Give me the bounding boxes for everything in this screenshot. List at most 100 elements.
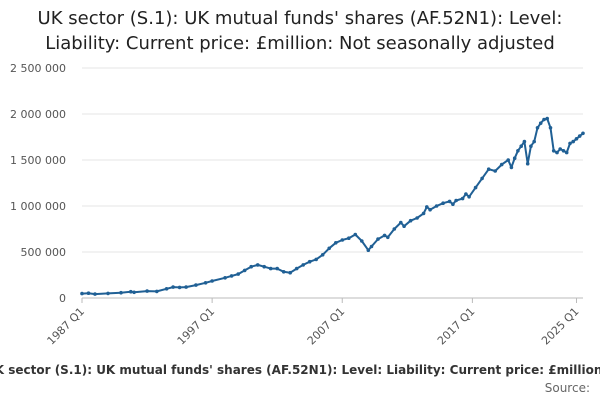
data-point: [525, 161, 530, 166]
data-point: [80, 291, 84, 296]
data-point: [236, 272, 240, 276]
y-tick-label: 2 500 000: [10, 62, 66, 75]
data-point: [473, 185, 478, 190]
legend-label: UK sector (S.1): UK mutual funds' shares…: [0, 363, 600, 377]
data-point: [486, 167, 491, 171]
data-point: [268, 266, 273, 271]
data-point: [447, 199, 452, 204]
data-point: [519, 144, 523, 148]
data-point: [275, 266, 280, 271]
chart-title-line-2: Liability: Current price: £million: Not …: [45, 33, 555, 54]
data-point: [399, 220, 403, 225]
data-point: [467, 195, 471, 199]
data-point: [155, 289, 159, 294]
data-point: [499, 162, 504, 167]
data-point: [184, 285, 188, 289]
data-point: [522, 139, 527, 144]
data-point: [392, 227, 397, 231]
gridlines: [82, 67, 583, 299]
data-point: [376, 237, 380, 241]
data-point: [532, 139, 536, 144]
data-point: [561, 149, 566, 153]
data-point: [454, 198, 458, 203]
data-point: [86, 291, 91, 296]
data-point: [542, 117, 546, 122]
data-point: [535, 126, 540, 130]
data-point: [512, 156, 517, 160]
data-point: [538, 121, 543, 125]
series-line: [81, 117, 584, 296]
y-tick-label: 1 500 000: [10, 154, 66, 167]
data-point: [548, 126, 553, 130]
data-point: [480, 176, 484, 181]
data-point: [464, 192, 468, 196]
data-point: [558, 147, 562, 151]
data-point: [177, 285, 182, 290]
data-point: [145, 289, 149, 293]
y-tick-label: 1 000 000: [10, 200, 66, 213]
data-point: [571, 139, 575, 144]
data-point: [320, 253, 325, 257]
data-point: [281, 270, 286, 274]
data-point: [564, 150, 569, 155]
data-point: [451, 202, 455, 206]
data-point: [360, 239, 364, 243]
x-tick-label: 2007 Q1: [305, 305, 348, 348]
data-point: [93, 292, 97, 296]
source-label: Source:: [544, 381, 590, 395]
data-point: [353, 232, 358, 237]
x-tick-label: 1997 Q1: [175, 305, 218, 348]
data-point: [408, 218, 413, 223]
data-point: [340, 238, 345, 242]
data-point: [132, 290, 136, 295]
data-point: [255, 263, 260, 267]
data-point: [119, 290, 123, 295]
series-layer: [80, 116, 585, 296]
data-point: [301, 263, 306, 267]
data-point: [203, 281, 208, 285]
data-point: [493, 169, 498, 173]
data-point: [249, 264, 253, 269]
data-point: [223, 276, 227, 280]
data-point: [555, 150, 559, 155]
data-point: [428, 207, 432, 212]
data-point: [347, 236, 351, 240]
data-point: [229, 274, 234, 278]
y-tick-label: 500 000: [21, 246, 67, 259]
data-point: [577, 134, 582, 138]
data-point: [551, 149, 556, 153]
x-tick-label: 1987 Q1: [45, 305, 88, 348]
data-point: [294, 266, 299, 271]
data-point: [506, 158, 511, 162]
x-tick-label: 2025 Q1: [539, 305, 582, 348]
data-point: [334, 241, 338, 245]
data-point: [421, 211, 426, 216]
data-point: [262, 264, 267, 269]
data-point: [106, 291, 110, 296]
data-point: [545, 116, 549, 121]
data-point: [568, 141, 572, 146]
legend: UK sector (S.1): UK mutual funds' shares…: [0, 363, 600, 381]
data-point: [386, 235, 390, 240]
data-point: [366, 248, 371, 252]
data-point: [171, 285, 175, 289]
data-point: [307, 259, 312, 264]
data-point: [574, 137, 579, 141]
data-point: [129, 289, 133, 294]
data-point: [441, 201, 445, 205]
x-tick-label: 2017 Q1: [435, 305, 478, 348]
data-point: [529, 144, 533, 148]
data-point: [242, 268, 247, 273]
data-point: [581, 131, 585, 136]
data-point: [327, 246, 332, 251]
data-point: [425, 205, 429, 209]
y-tick-label: 2 000 000: [10, 108, 66, 121]
data-point: [415, 216, 419, 220]
data-point: [164, 287, 169, 291]
data-point: [516, 149, 520, 153]
data-point: [460, 196, 465, 201]
chart-title: UK sector (S.1): UK mutual funds' shares…: [0, 6, 600, 56]
data-point: [382, 233, 387, 238]
data-point: [402, 224, 406, 228]
